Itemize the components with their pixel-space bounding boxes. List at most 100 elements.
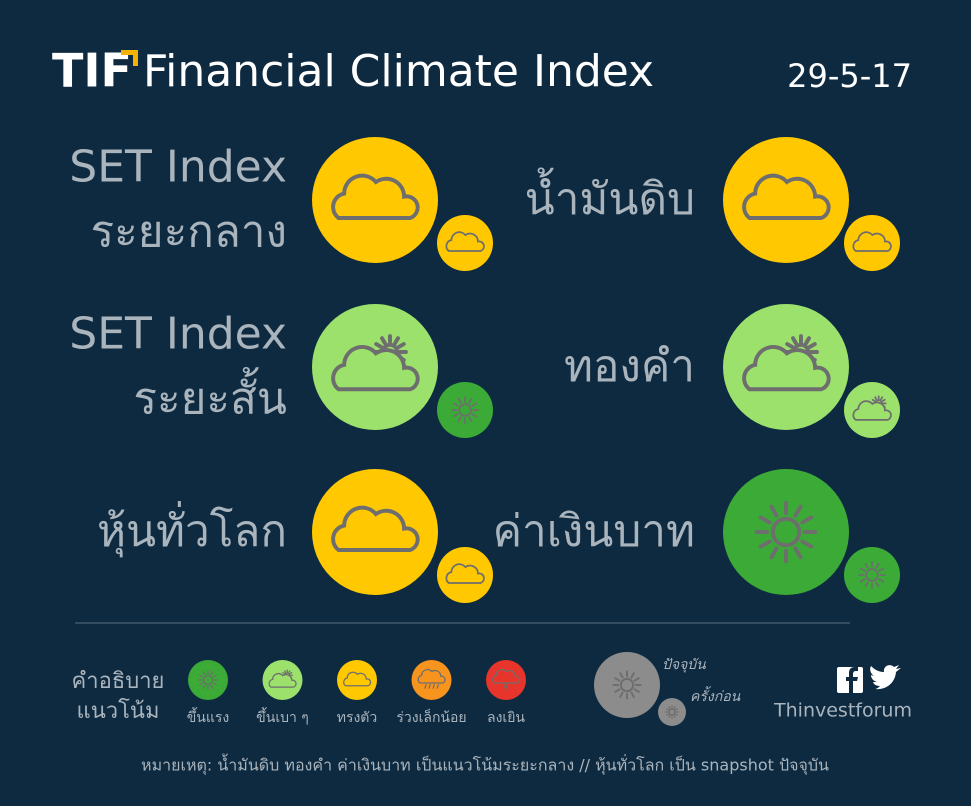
- icon: [343, 671, 372, 687]
- title: Financial Climate Index: [143, 46, 654, 97]
- item-label: ระยะกลาง: [91, 207, 287, 258]
- icon: [665, 705, 679, 719]
- sun-ray: [674, 708, 678, 711]
- sun-ray: [282, 672, 286, 675]
- legend-swatch: [188, 660, 228, 700]
- cloud: [331, 173, 420, 220]
- sun-ray: [791, 336, 798, 346]
- icon: [451, 396, 479, 424]
- sun-ray: [674, 713, 678, 716]
- rain: [432, 684, 435, 689]
- sun-ray: [800, 539, 814, 549]
- sun-ray: [288, 670, 291, 674]
- sun-ray: [878, 578, 885, 583]
- icon: [331, 173, 420, 220]
- sun-core: [770, 516, 802, 548]
- sun-ray: [880, 396, 884, 401]
- sun-ray: [785, 342, 795, 349]
- sun-ray: [374, 342, 384, 349]
- legend-label: ขึ้นเบา ๆ: [256, 707, 309, 726]
- previous-label: ครั้งก่อน: [690, 686, 741, 705]
- sun-ray: [630, 672, 635, 679]
- item-label: ทองคำ: [564, 341, 695, 392]
- sun-ray: [199, 682, 204, 686]
- sun-ray: [396, 342, 406, 349]
- sun-ray: [875, 581, 880, 588]
- icon: [742, 173, 831, 220]
- item-label: SET Index: [69, 142, 287, 193]
- rain: [436, 684, 439, 689]
- sun-ray: [210, 671, 214, 676]
- cloud: [343, 671, 372, 687]
- brand: Thinvestforum: [773, 700, 912, 722]
- sun-ray: [471, 413, 478, 418]
- cloud: [268, 673, 297, 688]
- icon: [198, 670, 218, 690]
- sun-core: [865, 568, 879, 582]
- sun-ray: [668, 714, 671, 718]
- icon: [445, 231, 485, 252]
- sun-ray: [614, 677, 621, 682]
- key-previous: [658, 698, 686, 726]
- legend-title: แนวโน้ม: [77, 698, 160, 724]
- icon: [417, 669, 446, 689]
- icon: [852, 231, 892, 252]
- sun-ray: [452, 413, 459, 418]
- sun-ray: [673, 714, 676, 718]
- sun-ray: [630, 691, 635, 698]
- cloud: [445, 231, 485, 252]
- sun-ray: [668, 706, 671, 710]
- bolt: [503, 682, 509, 691]
- sun-ray: [210, 684, 214, 689]
- sun-ray: [633, 688, 640, 693]
- sun-ray: [212, 674, 217, 678]
- previous-circle: [437, 382, 493, 438]
- sun-ray: [878, 567, 885, 572]
- sun-ray: [875, 562, 880, 569]
- icon: [445, 563, 485, 584]
- sun-ray: [673, 706, 676, 710]
- icon: [492, 669, 521, 691]
- twitter-icon[interactable]: [870, 665, 901, 690]
- sun-ray: [758, 539, 772, 549]
- sun-ray: [452, 402, 459, 407]
- sun-ray: [859, 578, 866, 583]
- date: 29-5-17: [787, 57, 912, 95]
- sun-ray: [874, 396, 878, 401]
- sun-ray: [633, 677, 640, 682]
- legend-label: ลงเยิน: [487, 710, 525, 726]
- sun-ray: [666, 708, 670, 711]
- icon: [858, 561, 886, 589]
- icon: [852, 395, 892, 421]
- sun-ray: [471, 402, 478, 407]
- legend-label: ร่วงเล็กน้อย: [396, 708, 466, 726]
- cloud: [331, 345, 420, 392]
- cloud: [852, 400, 892, 421]
- sun-ray: [468, 416, 473, 423]
- cloud: [742, 345, 831, 392]
- cloud: [492, 669, 521, 684]
- sun-ray: [758, 515, 772, 525]
- item-label: หุ้นทั่วโลก: [97, 500, 287, 558]
- sun-ray: [393, 336, 400, 346]
- icon: [754, 500, 818, 564]
- rain: [424, 684, 427, 689]
- sun-ray: [769, 546, 779, 560]
- sun-ray: [666, 713, 670, 716]
- item-label: SET Index: [69, 309, 287, 360]
- cloud: [852, 231, 892, 252]
- legend-title: คำอธิบาย: [72, 669, 165, 694]
- current-label: ปัจจุบัน: [662, 657, 706, 673]
- item-label: ค่าเงินบาท: [493, 506, 695, 557]
- logo-mark: [121, 50, 138, 66]
- note: หมายเหตุ: น้ำมันดิบ ทองคำ ค่าเงินบาท เป็…: [141, 754, 829, 776]
- rain: [428, 684, 431, 689]
- sun-ray: [202, 684, 206, 689]
- sun-ray: [807, 342, 817, 349]
- logo: TIF: [52, 44, 132, 98]
- sun-ray: [800, 515, 814, 525]
- item-label: ระยะสั้น: [133, 367, 287, 425]
- sun-ray: [793, 546, 803, 560]
- cloud: [445, 563, 485, 584]
